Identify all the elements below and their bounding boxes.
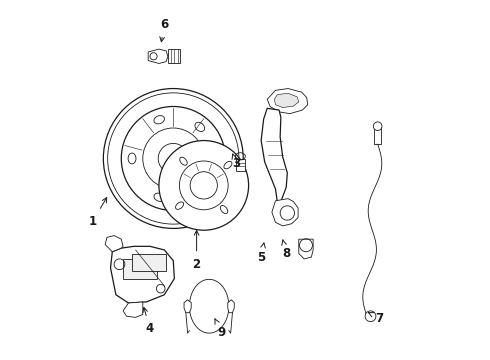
Polygon shape bbox=[111, 246, 174, 303]
Text: 8: 8 bbox=[282, 240, 291, 260]
Circle shape bbox=[365, 311, 376, 321]
Circle shape bbox=[103, 89, 243, 228]
Polygon shape bbox=[299, 239, 313, 259]
Polygon shape bbox=[374, 126, 381, 144]
Circle shape bbox=[190, 172, 218, 199]
Polygon shape bbox=[184, 300, 191, 313]
Polygon shape bbox=[123, 302, 143, 318]
Polygon shape bbox=[123, 259, 157, 279]
Polygon shape bbox=[148, 49, 168, 63]
Text: 3: 3 bbox=[232, 154, 240, 170]
Polygon shape bbox=[228, 300, 234, 313]
Text: 6: 6 bbox=[160, 18, 169, 42]
Text: 2: 2 bbox=[193, 230, 200, 271]
Polygon shape bbox=[272, 199, 298, 226]
Polygon shape bbox=[168, 49, 180, 63]
Text: 7: 7 bbox=[368, 311, 384, 325]
Text: 4: 4 bbox=[143, 307, 154, 335]
Text: 5: 5 bbox=[257, 243, 266, 264]
Polygon shape bbox=[267, 89, 308, 114]
Text: 9: 9 bbox=[215, 319, 226, 339]
Circle shape bbox=[159, 140, 248, 230]
Polygon shape bbox=[261, 108, 287, 202]
Circle shape bbox=[373, 122, 382, 131]
Polygon shape bbox=[132, 253, 166, 271]
Text: 1: 1 bbox=[89, 198, 107, 228]
Polygon shape bbox=[105, 235, 123, 252]
Polygon shape bbox=[236, 159, 245, 171]
Polygon shape bbox=[274, 93, 299, 108]
